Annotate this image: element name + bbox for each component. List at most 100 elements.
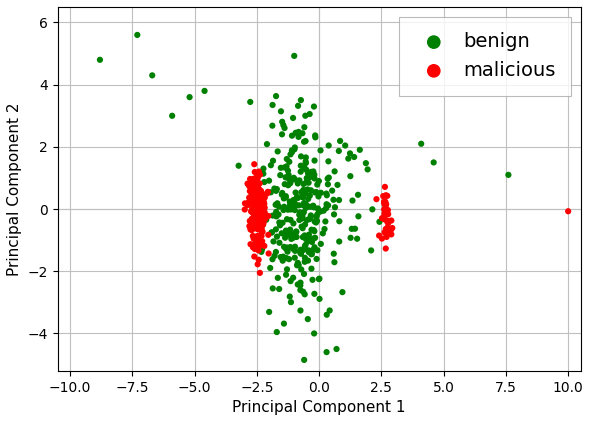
benign: [302, 175, 311, 181]
malicious: [244, 199, 253, 206]
malicious: [250, 197, 260, 203]
benign: [293, 195, 303, 201]
benign: [278, 118, 287, 125]
malicious: [264, 250, 274, 257]
malicious: [263, 231, 273, 238]
benign: [334, 148, 343, 154]
benign: [300, 291, 310, 298]
malicious: [250, 190, 260, 197]
malicious: [252, 223, 261, 230]
malicious: [247, 177, 257, 184]
malicious: [250, 208, 260, 214]
benign: [297, 189, 306, 196]
malicious: [252, 203, 262, 210]
benign: [268, 285, 278, 292]
benign: [347, 225, 356, 232]
malicious: [249, 216, 259, 223]
malicious: [257, 191, 266, 197]
malicious: [259, 212, 269, 219]
malicious: [253, 200, 263, 206]
malicious: [250, 241, 259, 248]
malicious: [251, 184, 260, 191]
malicious: [252, 219, 262, 225]
malicious: [246, 208, 256, 215]
benign: [291, 130, 301, 136]
benign: [281, 194, 291, 201]
benign: [333, 181, 342, 188]
benign: [289, 197, 298, 203]
benign: [305, 173, 315, 180]
benign: [320, 226, 329, 233]
benign: [295, 249, 305, 256]
malicious: [388, 225, 397, 231]
Legend: benign, malicious: benign, malicious: [399, 16, 571, 95]
benign: [296, 162, 305, 169]
benign: [298, 130, 307, 137]
benign: [280, 181, 289, 187]
benign: [268, 102, 277, 108]
benign: [310, 132, 320, 139]
benign: [279, 243, 289, 250]
malicious: [250, 213, 260, 219]
malicious: [251, 233, 260, 240]
benign: [293, 180, 303, 187]
malicious: [253, 238, 263, 244]
benign: [133, 32, 142, 38]
malicious: [249, 183, 258, 189]
benign: [300, 357, 309, 363]
malicious: [247, 215, 256, 222]
benign: [295, 216, 304, 223]
malicious: [260, 204, 269, 211]
malicious: [252, 188, 261, 195]
malicious: [384, 219, 393, 226]
malicious: [255, 186, 264, 193]
benign: [301, 205, 311, 211]
malicious: [380, 211, 390, 217]
benign: [265, 308, 274, 315]
benign: [302, 236, 311, 243]
benign: [300, 258, 310, 265]
benign: [273, 148, 282, 155]
benign: [300, 243, 310, 250]
benign: [298, 247, 308, 254]
malicious: [256, 187, 266, 194]
benign: [350, 225, 360, 232]
malicious: [250, 223, 259, 230]
malicious: [246, 199, 256, 206]
benign: [295, 209, 305, 216]
benign: [268, 157, 278, 164]
benign: [300, 271, 309, 277]
malicious: [382, 192, 392, 199]
benign: [300, 165, 309, 171]
malicious: [253, 223, 262, 230]
malicious: [248, 244, 258, 251]
benign: [288, 234, 298, 241]
benign: [281, 227, 291, 234]
benign: [267, 229, 276, 236]
benign: [290, 247, 300, 254]
benign: [285, 230, 295, 236]
benign: [290, 232, 300, 239]
malicious: [256, 221, 266, 228]
malicious: [251, 217, 260, 224]
malicious: [254, 185, 263, 192]
benign: [316, 147, 325, 154]
malicious: [250, 224, 259, 230]
benign: [334, 218, 344, 225]
malicious: [246, 184, 255, 191]
benign: [271, 93, 281, 100]
benign: [310, 228, 319, 235]
benign: [306, 203, 316, 210]
benign: [309, 204, 318, 211]
malicious: [246, 226, 256, 233]
benign: [321, 205, 331, 211]
malicious: [257, 228, 266, 235]
benign: [272, 200, 282, 207]
benign: [279, 207, 288, 214]
benign: [281, 234, 290, 241]
benign: [281, 245, 291, 252]
malicious: [247, 189, 256, 195]
malicious: [250, 213, 259, 219]
malicious: [380, 209, 390, 216]
benign: [324, 174, 333, 181]
